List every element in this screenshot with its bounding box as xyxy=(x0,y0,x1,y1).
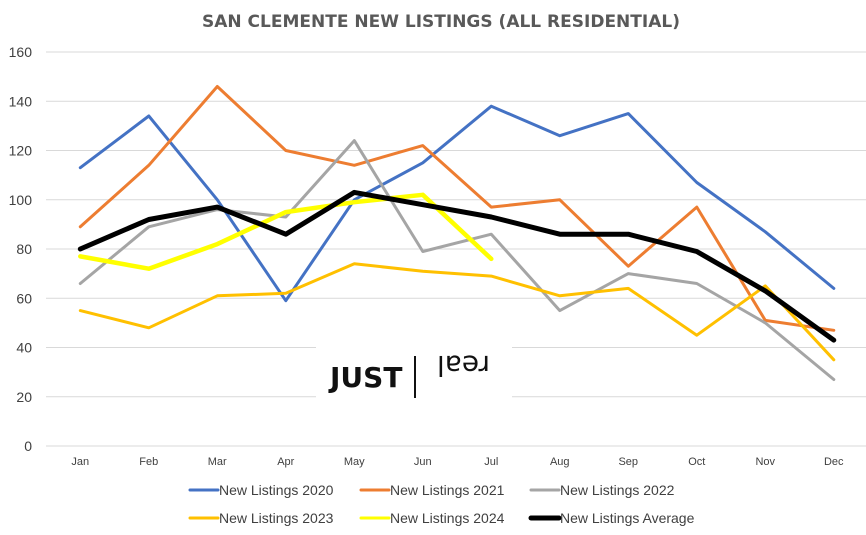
legend-item: New Listings Average xyxy=(528,510,695,526)
y-tick-label: 40 xyxy=(16,340,32,356)
series-line xyxy=(78,104,836,303)
y-tick-label: 80 xyxy=(16,241,32,257)
x-tick-label: May xyxy=(344,456,365,468)
logo-word-just: JUST xyxy=(328,361,402,394)
y-tick-label: 0 xyxy=(24,438,32,454)
series-line xyxy=(78,192,494,271)
chart-title: SAN CLEMENTE NEW LISTINGS (ALL RESIDENTI… xyxy=(202,12,680,32)
series-line xyxy=(77,189,837,343)
series-line xyxy=(78,262,836,362)
x-tick-label: Oct xyxy=(688,456,705,468)
x-tick-label: Dec xyxy=(824,456,844,468)
legend-label: New Listings 2022 xyxy=(560,482,675,498)
x-tick-label: Jan xyxy=(71,456,89,468)
y-axis-ticks: 0 20 40 60 80 100 120 140 160 xyxy=(9,44,33,454)
series-line xyxy=(78,85,836,332)
x-axis-ticks: Jan Feb Mar Apr May Jun Jul Aug Sep Oct Nov Dec xyxy=(71,456,844,468)
series-lines xyxy=(77,85,837,381)
x-tick-label: Aug xyxy=(550,456,570,468)
y-tick-label: 20 xyxy=(16,389,32,405)
legend-item: New Listings 2022 xyxy=(529,482,675,498)
x-tick-label: Jul xyxy=(484,456,498,468)
x-tick-label: Nov xyxy=(755,456,775,468)
x-tick-label: Sep xyxy=(618,456,638,468)
legend-item: New Listings 2020 xyxy=(188,482,334,498)
x-tick-label: Feb xyxy=(139,456,158,468)
legend-label: New Listings 2021 xyxy=(390,482,505,498)
justreal-logo-watermark: JUST real xyxy=(316,345,512,405)
x-tick-label: Mar xyxy=(208,456,227,468)
legend-item: New Listings 2023 xyxy=(188,510,334,526)
y-tick-label: 60 xyxy=(16,290,32,306)
legend-label: New Listings Average xyxy=(560,510,695,526)
grid-lines xyxy=(46,51,866,447)
legend: New Listings 2020 New Listings 2021 New Li… xyxy=(188,482,695,526)
legend-item: New Listings 2021 xyxy=(359,482,505,498)
x-tick-label: Jun xyxy=(414,456,432,468)
legend-label: New Listings 2024 xyxy=(390,510,505,526)
y-tick-label: 140 xyxy=(9,93,33,109)
legend-item: New Listings 2024 xyxy=(359,510,505,526)
y-tick-label: 120 xyxy=(9,143,33,159)
logo-word-real: real xyxy=(437,349,490,382)
x-tick-label: Apr xyxy=(277,456,294,468)
legend-label: New Listings 2020 xyxy=(219,482,334,498)
series-line xyxy=(78,139,836,381)
y-tick-label: 160 xyxy=(9,44,33,60)
y-tick-label: 100 xyxy=(9,192,33,208)
legend-label: New Listings 2023 xyxy=(219,510,334,526)
